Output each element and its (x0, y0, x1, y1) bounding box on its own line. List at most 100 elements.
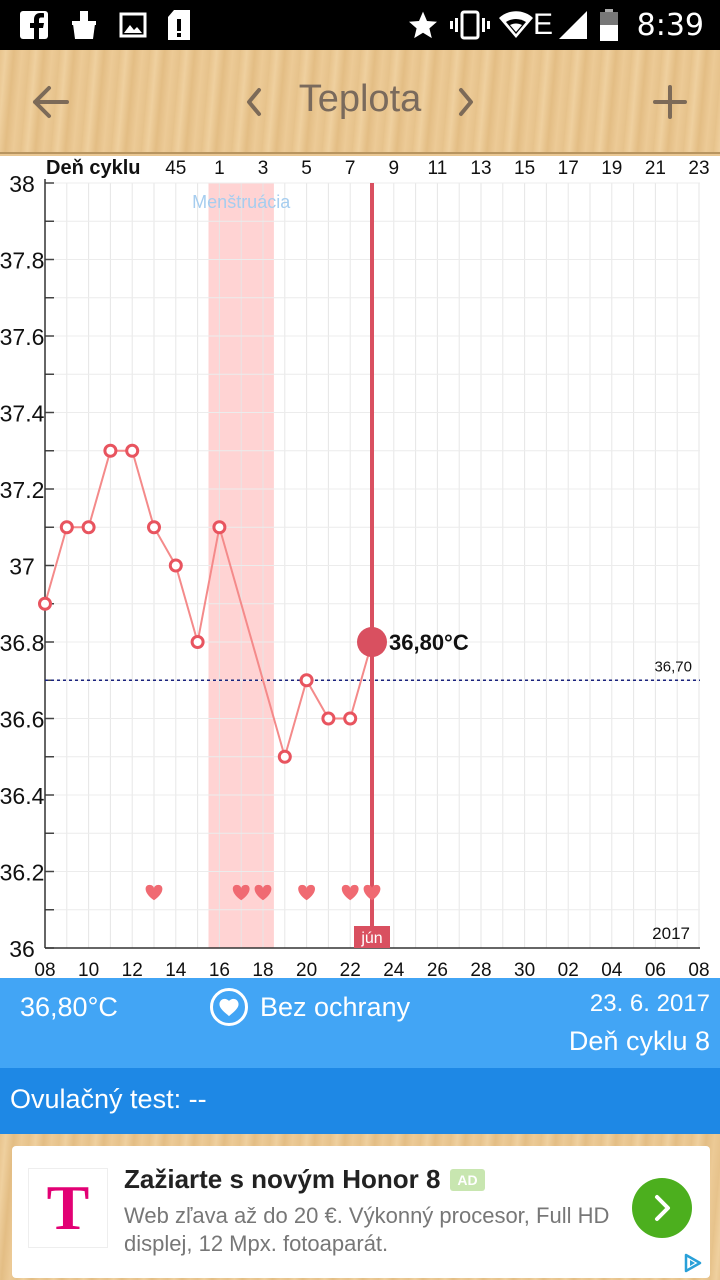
ad-open-button[interactable] (632, 1178, 692, 1238)
reference-label: 36,70 (654, 658, 692, 675)
temperature-chart[interactable]: 36 36.2 36.4 36.6 36.8 37 37.2 37.4 37.6 37.8 38 De… (0, 156, 720, 978)
temperature-line (44, 449, 373, 761)
back-button[interactable] (22, 74, 78, 130)
date-tick-label: 24 (383, 960, 405, 978)
selected-temperature-point (357, 627, 387, 657)
y-tick-label: 38 (9, 171, 35, 197)
temperature-point (59, 520, 74, 535)
cycle-day-tick: 17 (558, 158, 579, 179)
selected-temperature: 36,80°C (20, 992, 118, 1022)
ad-container: T Zažiarte s novým Honor 8 AD Web zľava … (0, 1134, 720, 1280)
cycle-day-tick: 45 (165, 158, 186, 179)
plus-icon (653, 85, 687, 119)
adchoices-icon[interactable] (682, 1252, 704, 1274)
temperature-point (168, 558, 183, 573)
chevron-right-icon (655, 1195, 670, 1221)
date-tick-label: 08 (688, 960, 709, 978)
y-tick-label: 37 (9, 554, 35, 580)
ovulation-test-label: Ovulačný test: -- (10, 1084, 207, 1114)
cycle-day-tick: 15 (514, 158, 535, 179)
cycle-day-tick: 23 (688, 158, 709, 179)
app-toolbar: Teplota (0, 50, 720, 154)
temperature-point (212, 520, 227, 535)
heart-icon (145, 884, 163, 901)
temperature-point (321, 711, 336, 726)
temperature-point (299, 673, 314, 688)
page-title: Teplota (298, 78, 422, 120)
date-tick-label: 10 (78, 960, 99, 978)
cleaner-icon (68, 9, 100, 41)
month-flag-label: jún (360, 930, 382, 947)
heart-icon (210, 988, 248, 1026)
y-tick-label: 36 (9, 936, 35, 962)
date-tick-label: 22 (340, 960, 361, 978)
day-info-bar[interactable]: 36,80°C Bez ochrany 23. 6. 2017 Deň cykl… (0, 978, 720, 1068)
date-tick-label: 04 (601, 960, 623, 978)
heart-icon (363, 884, 381, 901)
cycle-day-tick: 3 (258, 158, 269, 179)
add-button[interactable] (642, 74, 698, 130)
status-bar: E 8:39 (0, 0, 720, 50)
y-tick-label: 36.8 (0, 630, 44, 656)
clock: 8:39 (636, 8, 704, 43)
ad-badge: AD (450, 1168, 485, 1191)
battery-icon (596, 9, 622, 41)
previous-button[interactable] (226, 74, 282, 130)
y-tick-label: 37.4 (0, 401, 45, 427)
cycle-day-tick: 1 (214, 158, 225, 179)
cycle-axis-title: Deň cyklu (46, 157, 140, 179)
cycle-day-tick: 13 (470, 158, 491, 179)
cycle-day-tick: 5 (301, 158, 312, 179)
temperature-point (343, 711, 358, 726)
cycle-day-tick: 7 (345, 158, 356, 179)
selected-date: 23. 6. 2017 (589, 990, 710, 1017)
date-tick-label: 02 (558, 960, 579, 978)
heart-icon (298, 884, 316, 901)
heart-icon (254, 884, 272, 901)
facebook-icon (18, 9, 50, 41)
chevron-right-icon (459, 88, 473, 116)
protection-status[interactable]: Bez ochrany (210, 988, 410, 1026)
protection-label: Bez ochrany (260, 991, 411, 1022)
date-tick-label: 30 (514, 960, 535, 978)
date-tick-label: 08 (34, 960, 55, 978)
signal-icon (556, 9, 590, 41)
chart-canvas[interactable]: 3636.236.436.636.83737.237.437.637.838De… (0, 156, 720, 978)
date-tick-label: 12 (122, 960, 143, 978)
sd-card-alert-icon (164, 9, 194, 41)
ovulation-test-bar[interactable]: Ovulačný test: -- (0, 1068, 720, 1134)
date-tick-label: 18 (252, 960, 273, 978)
telekom-logo: T (28, 1168, 108, 1248)
date-tick-label: 26 (427, 960, 448, 978)
selected-temperature-label: 36,80°C (389, 630, 469, 655)
temperature-point (103, 443, 118, 458)
menstruation-label: Menštruácia (192, 192, 291, 212)
cycle-day-tick: 19 (601, 158, 622, 179)
y-tick-label: 36.4 (0, 783, 45, 809)
chevron-left-icon (247, 88, 261, 116)
year-label: 2017 (652, 924, 690, 943)
gallery-icon (118, 9, 148, 41)
date-tick-label: 16 (209, 960, 230, 978)
ad-description: Web zľava až do 20 €. Výkonný procesor, … (124, 1203, 610, 1256)
next-button[interactable] (438, 74, 494, 130)
ad-banner[interactable]: T Zažiarte s novým Honor 8 AD Web zľava … (12, 1146, 710, 1278)
temperature-point (147, 520, 161, 535)
star-icon (406, 9, 440, 41)
temperature-point (81, 520, 96, 535)
date-tick-label: 14 (165, 960, 187, 978)
date-tick-label: 06 (645, 960, 666, 978)
temperature-point (38, 596, 52, 611)
arrow-left-icon (33, 86, 69, 118)
ad-title: Zažiarte s novým Honor 8 AD (124, 1164, 485, 1195)
vibrate-icon (450, 9, 490, 41)
cycle-day-tick: 21 (645, 158, 666, 179)
heart-icon (341, 884, 359, 901)
temperature-point (277, 749, 292, 764)
y-tick-label: 37.2 (0, 477, 44, 503)
temperature-point (125, 443, 140, 458)
date-tick-label: 20 (296, 960, 317, 978)
month-flag (354, 926, 390, 948)
y-tick-label: 36.6 (0, 707, 44, 733)
cycle-day-tick: 9 (389, 158, 400, 179)
